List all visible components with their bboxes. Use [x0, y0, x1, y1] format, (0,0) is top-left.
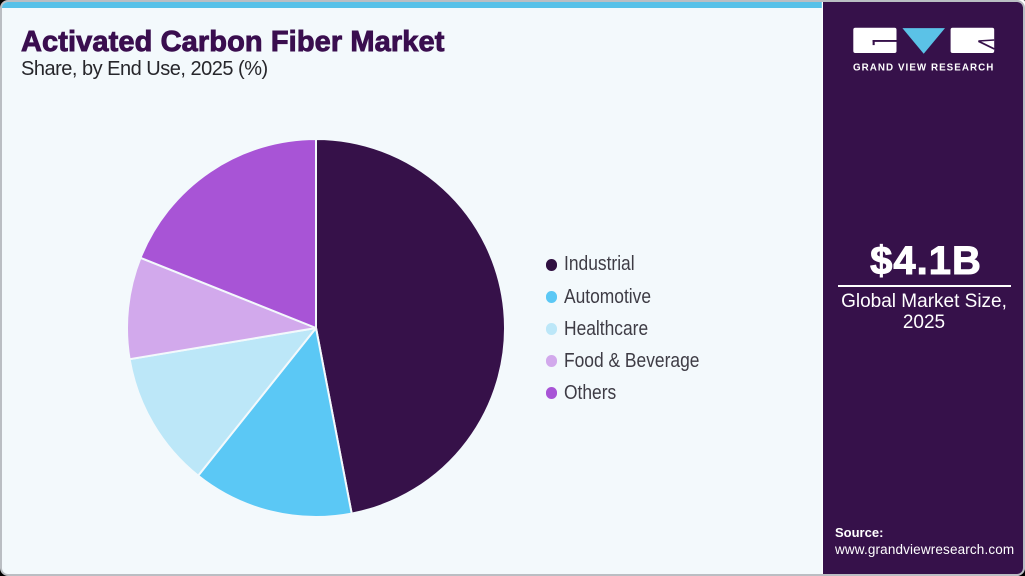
svg-text:GRAND VIEW RESEARCH: GRAND VIEW RESEARCH — [853, 62, 994, 73]
